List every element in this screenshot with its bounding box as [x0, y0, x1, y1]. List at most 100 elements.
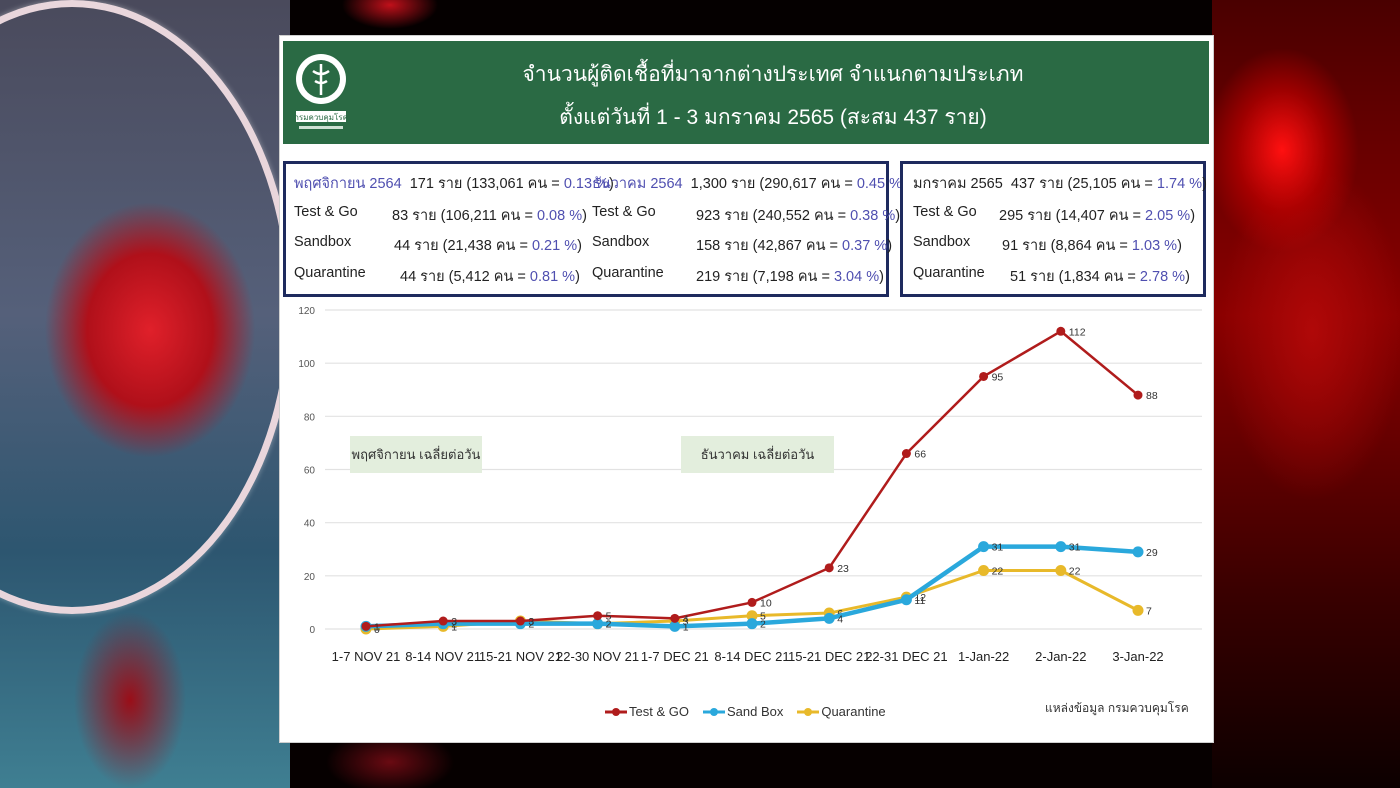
- data-label: 1: [451, 621, 457, 633]
- data-point: [747, 597, 757, 607]
- virus-background-right: [1212, 0, 1400, 788]
- data-point: [824, 563, 834, 573]
- jan-total-pct: 1.74 %: [1156, 176, 1203, 192]
- ddc-logo-icon: กรมควบคุมโรค: [294, 54, 348, 129]
- legend-label: Sand Box: [726, 704, 784, 719]
- x-tick-label: 3-Jan-22: [1112, 649, 1163, 664]
- data-label: 5: [760, 611, 766, 623]
- stats-box-nov-dec: พฤศจิกายน 2564 171 ราย (133,061 คน = 0.1…: [283, 161, 907, 297]
- x-tick-label: 1-7 NOV 21: [332, 649, 401, 664]
- title-line-1: จำนวนผู้ติดเชื้อที่มาจากต่างประเทศ จำแนก…: [522, 63, 1024, 86]
- title-line-2: ตั้งแต่วันที่ 1 - 3 มกราคม 2565 (สะสม 43…: [559, 106, 987, 129]
- data-label: 3: [451, 616, 457, 628]
- nov-heading: พฤศจิกายน 2564: [294, 176, 402, 192]
- data-point: [669, 620, 681, 632]
- y-tick-label: 80: [304, 412, 316, 423]
- data-label: 3: [683, 616, 689, 628]
- data-point: [1055, 541, 1067, 553]
- infographic-panel: กรมควบคุมโรค จำนวนผู้ติดเชื้อที่มาจากต่า…: [279, 35, 1214, 743]
- data-label: 1: [374, 621, 380, 633]
- x-tick-label: 15-21 NOV 21: [479, 649, 562, 664]
- dec-total-pct: 0.45 %: [856, 176, 902, 192]
- data-label: 112: [1069, 326, 1086, 338]
- data-label: 22: [992, 566, 1004, 578]
- data-source: แหล่งข้อมูล กรมควบคุมโรค: [1045, 701, 1189, 715]
- data-point: [746, 618, 758, 630]
- jan-row-testgo: Test & Go 295 ราย (14,407 คน = 2.05 %): [913, 204, 1196, 224]
- data-point: [978, 541, 990, 553]
- y-tick-label: 0: [309, 625, 315, 636]
- x-tick-label: 8-14 DEC 21: [714, 649, 789, 664]
- data-label: 2: [606, 619, 612, 631]
- legend-label: Quarantine: [821, 704, 886, 719]
- x-tick-label: 2-Jan-22: [1035, 649, 1086, 664]
- dec-row-testgo: Test & Go 923 ราย (240,552 คน = 0.38 %): [592, 204, 901, 224]
- data-point: [1056, 326, 1066, 336]
- data-point: [515, 616, 525, 626]
- jan-total-row: มกราคม 2565 437 ราย (25,105 คน = 1.74 %): [913, 176, 1207, 192]
- data-label: 2: [760, 619, 766, 631]
- data-point: [1132, 546, 1144, 558]
- jan-row-quarantine: Quarantine 51 ราย (1,834 คน = 2.78 %): [913, 265, 1190, 285]
- nov-row-testgo: Test & Go 83 ราย (106,211 คน = 0.08 %): [294, 204, 587, 224]
- data-label: 1: [683, 621, 689, 633]
- data-label: 1: [374, 621, 380, 633]
- data-label: 88: [1146, 390, 1158, 402]
- data-point: [979, 371, 989, 381]
- data-label: 4: [683, 613, 689, 625]
- data-label: 7: [1146, 605, 1152, 617]
- data-label: 31: [1069, 542, 1081, 554]
- data-point: [1132, 604, 1144, 616]
- dec-heading: ธันวาคม 2564: [592, 176, 683, 192]
- legend-item: Quarantine: [797, 704, 886, 719]
- x-tick-label: 8-14 NOV 21: [405, 649, 481, 664]
- data-point: [823, 612, 835, 624]
- svg-text:กรมควบคุมโรค: กรมควบคุมโรค: [294, 112, 348, 122]
- data-label: 5: [606, 611, 612, 623]
- background-bottom: [290, 742, 1220, 788]
- data-label: 10: [760, 597, 772, 609]
- stats-box-jan: มกราคม 2565 437 ราย (25,105 คน = 1.74 %)…: [900, 161, 1207, 297]
- series-line: [365, 330, 1139, 628]
- annotation-december-avg: ธันวาคม เฉลี่ยต่อวัน: [681, 436, 834, 473]
- y-tick-label: 120: [298, 306, 315, 317]
- data-point: [670, 613, 680, 623]
- y-tick-label: 100: [298, 359, 315, 370]
- legend-marker-icon: [605, 707, 627, 716]
- data-label: 23: [837, 563, 849, 575]
- data-label: 66: [914, 449, 926, 461]
- data-point: [900, 594, 912, 606]
- x-tick-label: 22-30 NOV 21: [556, 649, 639, 664]
- data-label: 29: [1146, 547, 1158, 559]
- x-tick-label: 1-Jan-22: [958, 649, 1009, 664]
- dec-row-quarantine: Quarantine 219 ราย (7,198 คน = 3.04 %): [592, 265, 884, 285]
- y-tick-label: 20: [304, 572, 316, 583]
- data-point: [1133, 390, 1143, 400]
- y-tick-label: 60: [304, 466, 316, 477]
- data-point: [901, 449, 911, 459]
- data-point: [746, 610, 758, 622]
- data-point: [438, 616, 448, 626]
- jan-total: 437 ราย (25,105 คน =: [1010, 176, 1157, 192]
- legend-label: Test & GO: [629, 704, 689, 719]
- chart-legend: Test & GO Sand Box Quarantine: [605, 704, 886, 719]
- data-point: [593, 611, 603, 621]
- nov-row-quarantine: Quarantine 44 ราย (5,412 คน = 0.81 %): [294, 265, 580, 285]
- annotation-november-avg: พฤศจิกายน เฉลี่ยต่อวัน: [350, 436, 482, 473]
- data-point: [592, 618, 604, 630]
- x-tick-label: 22-31 DEC 21: [865, 649, 947, 664]
- data-label: 2: [528, 619, 534, 631]
- legend-marker-icon: [702, 707, 725, 716]
- legend-item: Test & GO: [605, 704, 689, 719]
- x-tick-label: 1-7 DEC 21: [641, 649, 709, 664]
- nov-row-sandbox: Sandbox 44 ราย (21,438 คน = 0.21 %): [294, 234, 582, 254]
- data-point: [978, 565, 990, 577]
- dec-total: 1,300 ราย (290,617 คน =: [690, 176, 857, 192]
- nov-total: 171 ราย (133,061 คน =: [409, 176, 564, 192]
- dec-row-sandbox: Sandbox 158 ราย (42,867 คน = 0.37 %): [592, 234, 893, 254]
- data-label: 4: [837, 613, 843, 625]
- jan-heading: มกราคม 2565: [913, 176, 1003, 192]
- data-label: 95: [992, 371, 1004, 383]
- data-point: [1055, 565, 1067, 577]
